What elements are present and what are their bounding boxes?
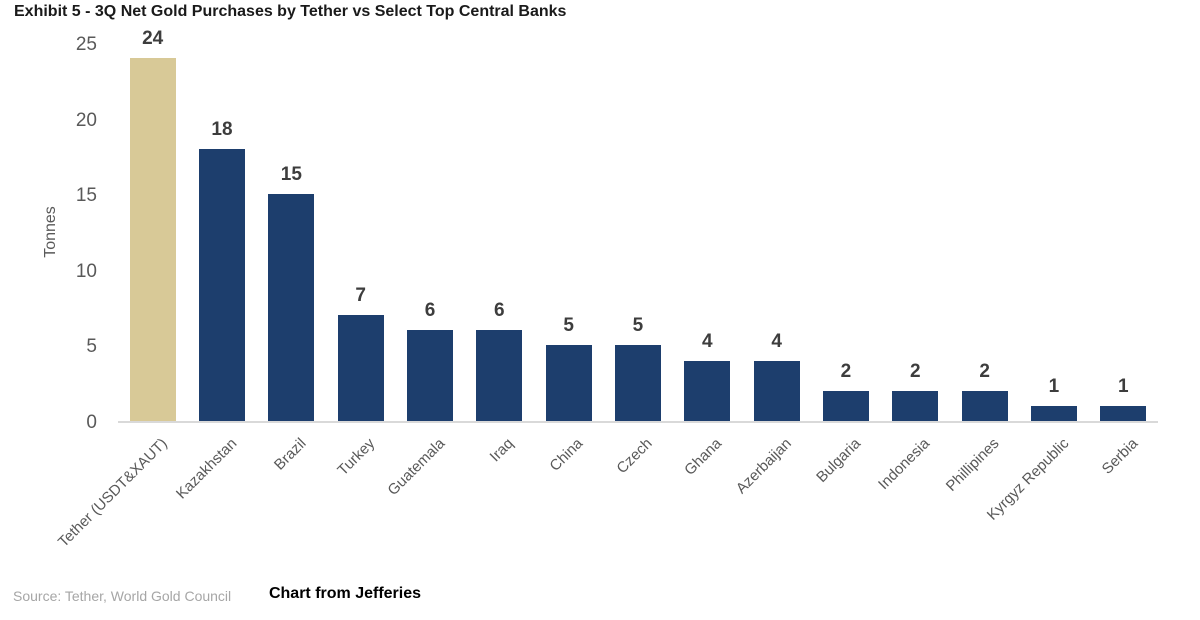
bar-phillipines — [961, 390, 1008, 421]
bar-serbia — [1100, 405, 1147, 421]
bar-value-label: 6 — [424, 300, 436, 322]
y-tick: 10 — [75, 260, 97, 282]
bar-value-label: 15 — [280, 164, 302, 186]
x-axis-label: Bulgaria — [813, 435, 864, 486]
bar-value-label: 5 — [563, 315, 574, 337]
x-axis-label: Kazakhstan — [172, 435, 241, 503]
bar-turkey — [337, 315, 384, 421]
bar-group-kyrgyz-republic: 1 Kyrgyz Republic — [983, 45, 1088, 524]
x-axis-label: Indonesia — [875, 435, 934, 494]
bar-value-label: 2 — [909, 360, 921, 382]
x-axis-label: Iraq — [487, 435, 518, 466]
bar-group-brazil: 15 Brazil — [257, 45, 326, 474]
x-axis-label: Czech — [613, 435, 656, 478]
bar-value-label: 1 — [1048, 375, 1060, 397]
bar-iraq — [476, 330, 523, 421]
x-axis-label: Tether (USDT&XAUT) — [54, 435, 171, 551]
bar-value-label: 7 — [355, 285, 366, 307]
x-axis-label: Brazil — [270, 435, 310, 474]
bar-value-label: 2 — [979, 360, 990, 382]
bar-group-ghana: 4 Ghana — [673, 45, 742, 479]
bar-guatemala — [406, 330, 453, 421]
bar-value-label: 6 — [494, 300, 505, 322]
bar-kazakhstan — [198, 148, 245, 421]
bar-kyrgyz-republic — [1030, 405, 1077, 421]
x-axis-label: China — [546, 435, 587, 475]
bar-tether-usdt-xaut — [129, 58, 176, 421]
plot-area: 24 Tether (USDT&XAUT) 18 Kazakhstan 15 B… — [55, 28, 1158, 551]
chart-title: Exhibit 5 - 3Q Net Gold Purchases by Tet… — [14, 3, 567, 20]
bar-china — [545, 345, 592, 421]
bar-group-bulgaria: 2 Bulgaria — [811, 45, 880, 486]
bar-value-label: 5 — [632, 315, 644, 337]
bar-value-label: 2 — [840, 360, 852, 382]
y-tick: 20 — [75, 109, 97, 131]
bar-group-indonesia: 2 Indonesia — [875, 45, 950, 493]
bar-value-label: 4 — [771, 330, 782, 352]
bar-czech — [614, 345, 661, 421]
bar-group-kazakhstan: 18 Kazakhstan — [173, 45, 256, 502]
y-tick: 15 — [75, 185, 97, 207]
bar-group-turkey: 7 Turkey — [326, 45, 395, 479]
bar-group-serbia: 1 Serbia — [1089, 45, 1158, 478]
bar-value-label: 18 — [211, 118, 233, 140]
x-axis-label: Turkey — [334, 435, 379, 480]
bar-group-czech: 5 Czech — [603, 45, 672, 477]
x-axis-label: Phillipines — [942, 435, 1003, 495]
bar-bulgaria — [822, 390, 869, 421]
bar-group-guatemala: 6 Guatemala — [384, 45, 464, 499]
x-axis-label: Azerbaijan — [732, 435, 795, 498]
bar-value-label: 24 — [142, 28, 164, 50]
y-tick: 25 — [75, 34, 97, 55]
bar-azerbaijan — [753, 360, 800, 421]
x-axis-label: Ghana — [681, 435, 726, 479]
bar-group-phillipines: 2 Phillipines — [943, 45, 1019, 495]
chart-caption: Chart from Jefferies — [268, 585, 422, 602]
source-note: Source: Tether, World Gold Council — [13, 588, 232, 604]
bar-group-china: 5 China — [534, 45, 603, 475]
bar-group-iraq: 6 Iraq — [465, 45, 534, 465]
y-tick: 0 — [86, 412, 97, 433]
bar-brazil — [268, 194, 315, 421]
bar-group-azerbaijan: 4 Azerbaijan — [732, 45, 811, 497]
y-tick: 5 — [86, 336, 97, 358]
x-axis-label: Serbia — [1098, 435, 1142, 478]
bar-indonesia — [892, 390, 939, 421]
bar-ghana — [684, 360, 731, 421]
bar-value-label: 1 — [1117, 375, 1129, 397]
bar-group-tether-usdt-xaut: 24 Tether (USDT&XAUT) — [55, 28, 187, 551]
bar-value-label: 4 — [702, 330, 713, 352]
y-axis: 0 5 10 15 20 25 — [0, 34, 100, 433]
x-axis-label: Guatemala — [384, 435, 449, 499]
